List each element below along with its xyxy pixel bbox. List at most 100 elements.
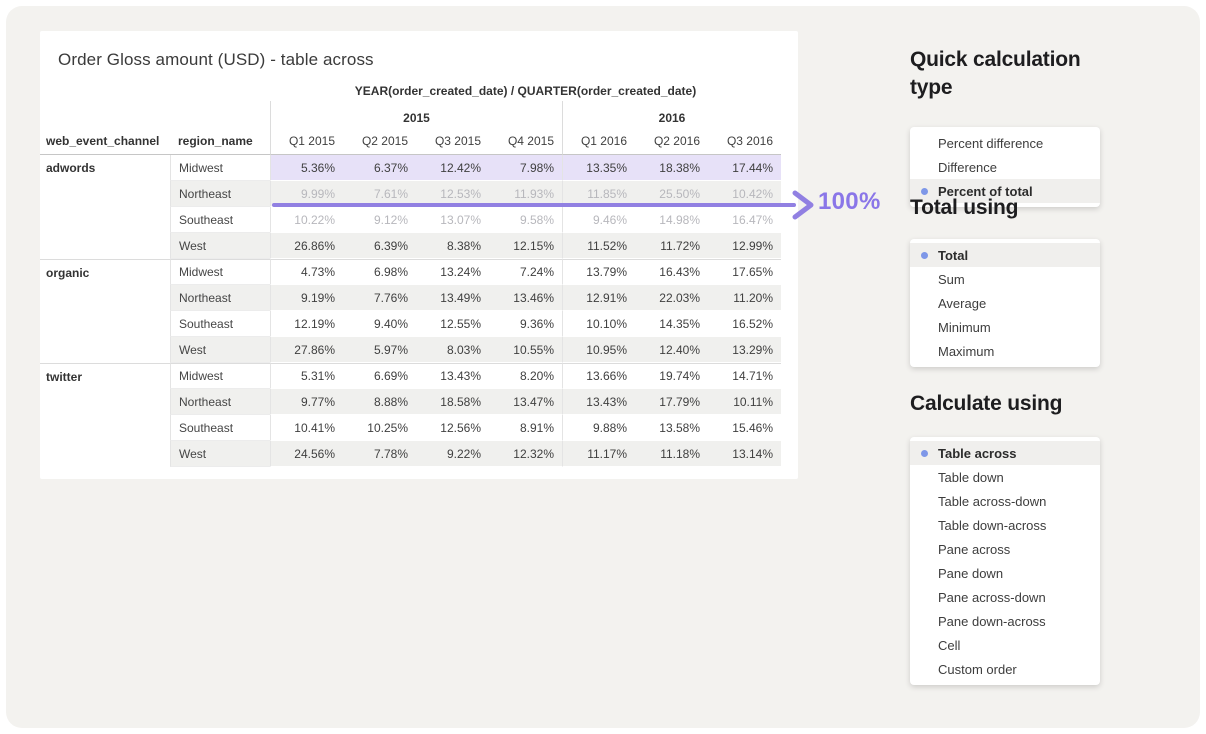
menu-item-pane-down[interactable]: Pane down	[910, 561, 1100, 585]
value-cell: 12.56%	[416, 415, 489, 441]
value-cell: 18.38%	[635, 155, 708, 181]
value-cell: 7.61%	[343, 181, 416, 207]
percent-of-total-label: 100%	[818, 188, 881, 215]
value-cell: 10.95%	[562, 337, 635, 363]
channel-cell-adwords: adwords	[46, 161, 96, 175]
value-cell: 14.98%	[635, 207, 708, 233]
value-cell: 14.71%	[708, 363, 781, 389]
menu-item-cell[interactable]: Cell	[910, 633, 1100, 657]
value-cell: 13.58%	[635, 415, 708, 441]
value-cell: 9.58%	[489, 207, 562, 233]
value-cell: 12.55%	[416, 311, 489, 337]
dimension-header: YEAR(order_created_date) / QUARTER(order…	[354, 84, 697, 98]
menu-item-table-down[interactable]: Table down	[910, 465, 1100, 489]
quarter-header-q2-2016: Q2 2016	[635, 129, 708, 155]
value-cell: 13.14%	[708, 441, 781, 467]
selected-dot-icon	[921, 252, 928, 259]
value-cell: 12.91%	[562, 285, 635, 311]
value-cell: 11.18%	[635, 441, 708, 467]
menu-item-label: Custom order	[938, 661, 1017, 677]
value-cell: 10.11%	[708, 389, 781, 415]
menu-item-pane-across[interactable]: Pane across	[910, 537, 1100, 561]
quarter-header-q4-2015: Q4 2015	[489, 129, 562, 155]
value-cell: 16.52%	[708, 311, 781, 337]
value-cell: 24.56%	[270, 441, 343, 467]
menu-item-pane-across-down[interactable]: Pane across-down	[910, 585, 1100, 609]
menu-item-label: Total	[938, 247, 969, 263]
menu-item-custom-order[interactable]: Custom order	[910, 657, 1100, 681]
menu-item-total[interactable]: Total	[910, 243, 1100, 267]
region-cell-adwords-southeast: Southeast	[170, 207, 270, 233]
panel-heading-total-using: Total using	[910, 196, 1019, 219]
value-cell: 12.42%	[416, 155, 489, 181]
region-cell-twitter-southeast: Southeast	[170, 415, 270, 441]
value-cell: 13.66%	[562, 363, 635, 389]
menu-item-percent-difference[interactable]: Percent difference	[910, 131, 1100, 155]
value-cell: 13.07%	[416, 207, 489, 233]
value-cell: 13.47%	[489, 389, 562, 415]
menu-item-percent-of-total[interactable]: Percent of total	[910, 179, 1100, 203]
menu-item-table-across[interactable]: Table across	[910, 441, 1100, 465]
value-cell: 17.44%	[708, 155, 781, 181]
menu-item-label: Difference	[938, 159, 998, 175]
value-cell: 13.43%	[416, 363, 489, 389]
value-cell: 10.10%	[562, 311, 635, 337]
menu-item-minimum[interactable]: Minimum	[910, 315, 1100, 339]
value-cell: 9.77%	[270, 389, 343, 415]
value-cell: 7.76%	[343, 285, 416, 311]
menu-item-sum[interactable]: Sum	[910, 267, 1100, 291]
quarter-header-q1-2015: Q1 2015	[270, 129, 343, 155]
value-cell: 8.88%	[343, 389, 416, 415]
quarter-header-q2-2015: Q2 2015	[343, 129, 416, 155]
value-cell: 9.40%	[343, 311, 416, 337]
value-cell: 10.22%	[270, 207, 343, 233]
value-cell: 12.19%	[270, 311, 343, 337]
menu-item-label: Cell	[938, 637, 961, 653]
region-cell-twitter-west: West	[170, 441, 270, 467]
menu-item-difference[interactable]: Difference	[910, 155, 1100, 179]
menu-item-maximum[interactable]: Maximum	[910, 339, 1100, 363]
column-header-web-event-channel: web_event_channel	[40, 129, 170, 155]
value-cell: 13.49%	[416, 285, 489, 311]
menu-item-label: Pane down	[938, 565, 1004, 581]
menu-item-table-down-across[interactable]: Table down-across	[910, 513, 1100, 537]
menu-item-table-across-down[interactable]: Table across-down	[910, 489, 1100, 513]
menu-total-using: Total Sum Average Minimum Maximum	[910, 239, 1100, 367]
value-cell: 5.97%	[343, 337, 416, 363]
value-cell: 9.19%	[270, 285, 343, 311]
selected-dot-icon	[921, 188, 928, 195]
panel-quick-calculation-type: Quick calculation type Percent difference…	[910, 46, 1100, 207]
region-cell-twitter-midwest: Midwest	[170, 363, 270, 389]
menu-item-label: Sum	[938, 271, 965, 287]
quarter-header-q1-2016: Q1 2016	[562, 129, 635, 155]
menu-item-pane-down-across[interactable]: Pane down-across	[910, 609, 1100, 633]
panel-calculate-using: Calculate using Table across Table down Tab…	[910, 390, 1100, 685]
value-cell: 10.55%	[489, 337, 562, 363]
value-cell: 6.37%	[343, 155, 416, 181]
region-cell-organic-southeast: Southeast	[170, 311, 270, 337]
value-cell: 5.31%	[270, 363, 343, 389]
value-cell: 11.72%	[635, 233, 708, 259]
menu-item-average[interactable]: Average	[910, 291, 1100, 315]
value-cell: 6.98%	[343, 259, 416, 285]
menu-item-label: Pane across	[938, 541, 1011, 557]
region-cell-organic-west: West	[170, 337, 270, 363]
menu-item-label: Table across-down	[938, 493, 1047, 509]
quarter-header-q3-2016: Q3 2016	[708, 129, 781, 155]
value-cell: 6.39%	[343, 233, 416, 259]
value-cell: 13.29%	[708, 337, 781, 363]
value-cell: 14.35%	[635, 311, 708, 337]
menu-item-label: Minimum	[938, 319, 991, 335]
value-cell: 9.12%	[343, 207, 416, 233]
value-cell: 22.03%	[635, 285, 708, 311]
value-cell: 13.24%	[416, 259, 489, 285]
value-cell: 7.24%	[489, 259, 562, 285]
report-title: Order Gloss amount (USD) - table across	[58, 50, 374, 69]
value-cell: 12.40%	[635, 337, 708, 363]
value-cell: 9.46%	[562, 207, 635, 233]
value-cell: 11.20%	[708, 285, 781, 311]
value-cell: 7.78%	[343, 441, 416, 467]
pivot-table: YEAR(order_created_date) / QUARTER(order…	[40, 77, 781, 467]
selected-dot-icon	[921, 450, 928, 457]
